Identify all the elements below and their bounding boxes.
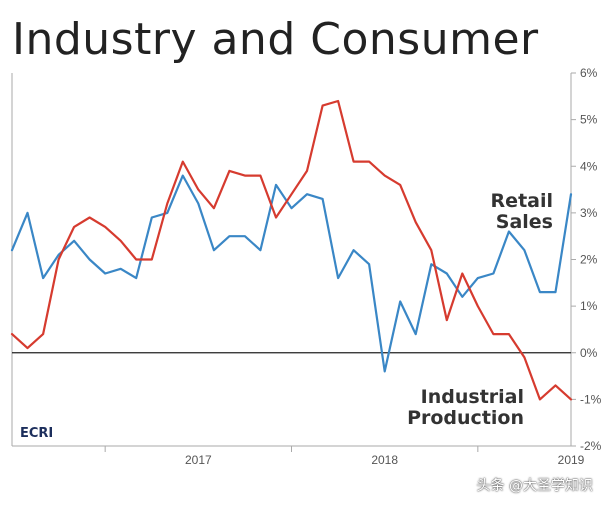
y-tick-label: 0% xyxy=(580,346,598,360)
series-line-industrial xyxy=(10,99,573,401)
series-label-industrial: Production xyxy=(407,407,524,429)
series-layer xyxy=(10,99,573,401)
series-label-industrial: Industrial xyxy=(421,386,524,408)
ecri-logo: ECRI xyxy=(20,426,53,441)
y-tick-label: 6% xyxy=(580,66,598,80)
y-tick-label: -2% xyxy=(580,439,602,453)
x-tick-label: 2018 xyxy=(371,453,398,467)
series-label-retail: Retail xyxy=(491,190,553,212)
y-tick-label: 3% xyxy=(580,206,598,220)
y-tick-label: 5% xyxy=(580,113,598,127)
series-label-retail: Sales xyxy=(496,211,553,233)
y-tick-label: 4% xyxy=(580,159,598,173)
x-tick-label: 2019 xyxy=(558,453,585,467)
y-tick-label: 1% xyxy=(580,299,598,313)
x-axis: 2017 2018 2019 xyxy=(104,446,585,467)
series-line-retail xyxy=(10,174,573,373)
y-tick-label: -1% xyxy=(580,392,602,406)
x-tick-label: 2017 xyxy=(185,453,212,467)
y-tick-label: 2% xyxy=(580,253,598,267)
watermark-text: 头条 @大圣学知识 xyxy=(476,478,593,494)
chart-title: Industry and Consumer xyxy=(12,14,539,65)
y-axis: -2% -1% 0% 1% 2% 3% 4% 5% 6% xyxy=(571,66,602,453)
